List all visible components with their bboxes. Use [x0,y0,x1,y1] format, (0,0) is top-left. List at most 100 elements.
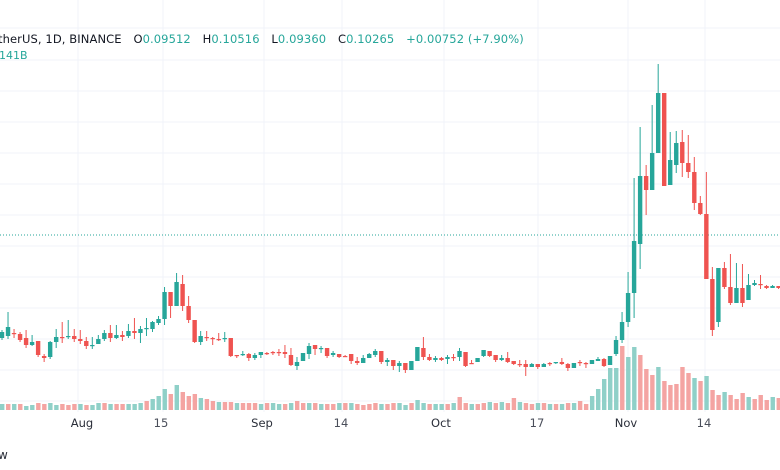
candle-body [655,93,661,153]
candle-body [752,283,757,285]
volume-bar [379,404,384,410]
candle-body [300,353,306,361]
volume-bar [626,357,631,410]
volume-bar [475,404,480,410]
candle-body [53,337,59,342]
volume-bar [571,403,577,410]
candle-body [601,359,607,366]
volume-bar [18,404,23,410]
volume-bar [102,403,107,410]
volume-bar [258,404,264,410]
candle-body [710,279,715,330]
candle-body [264,353,270,355]
volume-bar [704,376,709,410]
candle-body [625,293,631,322]
candle-body [168,292,173,306]
candle-body [216,339,221,341]
candle-body [282,352,288,354]
candle-body [692,172,697,203]
volume-bar [535,403,541,410]
candle-body [336,354,342,357]
candle-body [553,362,559,364]
time-axis-label: Oct [431,416,451,430]
candle-body [276,352,282,354]
volume-bar [451,403,456,410]
candle-body [740,288,745,303]
candle-body [234,355,239,357]
candle-body [174,282,179,306]
volume-bar [469,404,474,410]
candle-body [457,351,462,357]
candle-body [487,351,492,356]
volume-bar [114,404,119,410]
volume-bar [174,385,179,410]
volume-bar [313,403,318,410]
volume-bar [198,398,204,410]
candle-body [595,359,601,361]
volume-bar [421,403,426,410]
candle-body [637,176,643,244]
volume-bar [463,403,468,410]
volume-bar [126,404,131,410]
chart-canvas[interactable] [0,0,780,412]
volume-value: 141B [0,49,28,62]
volume-bar [6,404,11,410]
candle-body [108,333,113,338]
volume-bar [24,406,29,410]
volume-bar [505,403,511,410]
high-label: H [202,32,212,46]
candle-body [427,357,432,360]
volume-bar [439,404,444,410]
volume-bar [577,401,583,410]
volume-bar [210,401,216,410]
volume-bar [427,404,432,410]
volume-bar [222,402,228,410]
candle-body [728,287,733,303]
candle-body [144,328,149,330]
candle-body [517,364,522,366]
volume-bar [397,403,402,410]
volume-bar [746,397,751,410]
candle-body [186,306,191,320]
volume-bar [583,404,589,410]
volume-bar [602,379,607,410]
volume-bar [319,404,324,410]
candle-body [66,336,71,338]
volume-bar [547,404,553,410]
volume-bar [758,395,763,410]
candle-body [270,352,276,354]
volume-bar [740,393,745,410]
candle-body [397,363,402,366]
volume-bar [716,395,721,410]
candle-body [577,362,583,364]
volume-bar [650,375,655,410]
volume-bar [120,404,125,410]
candle-body [493,355,498,360]
volume-bar [72,404,77,410]
time-axis[interactable]: Aug 15 Sep 14 Oct 17 Nov 14 [0,412,780,435]
volume-bar [246,403,252,410]
time-axis-label: Nov [614,416,638,430]
candle-body [17,334,23,340]
volume-bar [30,405,35,410]
candle-body [439,358,444,360]
volume-bar [499,402,505,410]
volume-bar [620,346,625,410]
time-axis-label: 14 [333,416,349,430]
volume-bar [156,396,161,410]
candle-body [433,358,438,360]
volume-bar [60,404,65,410]
volume-bar [276,404,282,410]
candle-body [204,337,209,339]
volume-bar [595,389,601,410]
candle-body [324,348,330,356]
candle-body [240,354,245,356]
candle-body [41,356,47,358]
candle-body [246,354,252,358]
volume-bar [42,404,47,410]
candle-body [680,142,685,163]
candle-body [258,352,264,355]
candle-body [354,361,360,363]
candlestick-chart[interactable]: therUS, 1D, BINANCE O0.09512 H0.10516 L0… [0,0,780,435]
volume-bar [409,403,414,410]
